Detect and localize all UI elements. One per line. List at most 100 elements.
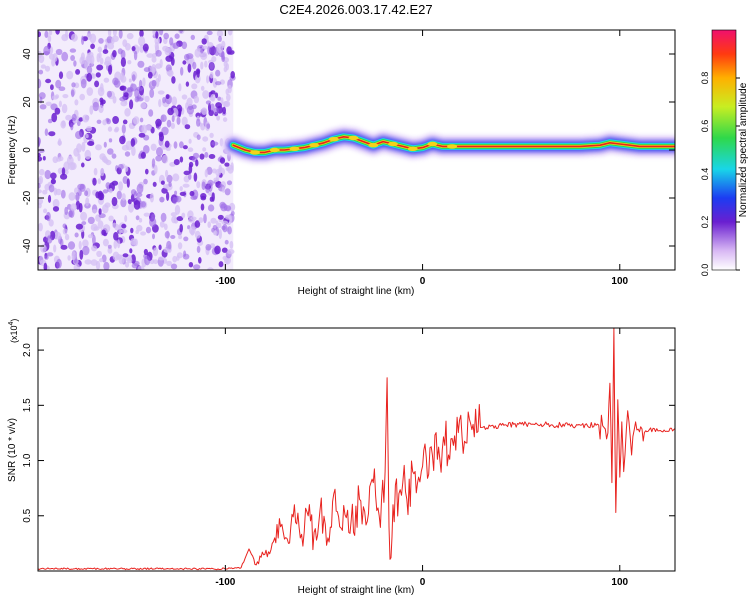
noise-speckle xyxy=(221,51,225,60)
noise-speckle xyxy=(140,102,147,109)
noise-speckle xyxy=(118,163,124,170)
noise-speckle xyxy=(191,83,198,90)
colorbar-label: Normalized spectral amplitude xyxy=(738,82,749,217)
noise-speckle xyxy=(139,117,144,123)
snr-frame xyxy=(37,327,676,572)
spectrogram-panel: -100 0 100 -40 -20 0 20 40 Height of straight … xyxy=(7,29,676,297)
noise-speckle xyxy=(112,251,120,261)
noise-speckle xyxy=(142,43,149,52)
noise-speckle xyxy=(226,180,233,186)
noise-speckle xyxy=(38,148,45,153)
noise-speckle xyxy=(130,193,135,202)
noise-speckle xyxy=(89,105,94,115)
ridge-knot xyxy=(348,135,359,141)
noise-speckle xyxy=(96,119,102,125)
noise-speckle xyxy=(166,260,173,266)
noise-speckle xyxy=(80,211,88,221)
noise-speckle xyxy=(121,223,127,229)
snr-series xyxy=(38,328,675,571)
noise-speckle xyxy=(44,128,49,136)
noise-speckle xyxy=(215,168,222,177)
noise-speckle xyxy=(113,240,118,249)
noise-speckle xyxy=(46,235,53,244)
x-tick-label: 100 xyxy=(611,276,628,287)
noise-speckle xyxy=(131,74,136,82)
noise-speckle xyxy=(207,46,211,55)
noise-speckle xyxy=(130,227,134,234)
noise-speckle xyxy=(98,104,104,114)
noise-speckle xyxy=(89,33,97,44)
noise-speckle xyxy=(38,197,44,205)
noise-speckle xyxy=(182,183,190,188)
noise-speckle xyxy=(85,133,89,139)
noise-speckle xyxy=(159,30,164,36)
noise-speckle xyxy=(149,217,157,228)
spectrogram-x-ticks: -100 0 100 xyxy=(215,30,629,287)
y-tick-label: 0.5 xyxy=(22,508,33,522)
noise-speckle xyxy=(130,238,137,246)
noise-speckle xyxy=(194,220,201,228)
noise-speckle xyxy=(160,180,165,185)
noise-speckle xyxy=(223,100,231,108)
noise-speckle xyxy=(119,135,126,145)
noise-speckle xyxy=(107,126,113,132)
noise-speckle xyxy=(227,30,233,36)
noise-speckle xyxy=(158,99,162,108)
noise-speckle xyxy=(229,240,234,249)
noise-speckle xyxy=(158,256,165,261)
noise-speckle xyxy=(206,75,210,84)
noise-speckle xyxy=(68,162,76,171)
noise-speckle xyxy=(202,90,210,99)
noise-speckle xyxy=(111,180,119,186)
ridge-knot xyxy=(407,146,418,151)
ridge-glow xyxy=(222,125,675,164)
noise-speckle xyxy=(38,156,43,162)
noise-speckle xyxy=(165,94,170,100)
noise-speckle xyxy=(130,189,137,196)
noise-speckle xyxy=(107,30,112,37)
noise-speckle xyxy=(163,248,171,253)
noise-speckle xyxy=(190,195,198,200)
noise-speckle xyxy=(87,234,94,239)
noise-speckle xyxy=(118,30,123,39)
noise-speckle xyxy=(44,255,49,260)
noise-speckle xyxy=(91,209,98,214)
noise-speckle xyxy=(178,83,182,92)
noise-speckle xyxy=(61,34,69,42)
noise-speckle xyxy=(152,181,157,187)
noise-speckle xyxy=(138,218,143,223)
noise-speckle xyxy=(187,147,194,152)
noise-speckle xyxy=(209,45,217,56)
x-tick-label: 0 xyxy=(420,577,426,588)
noise-speckle xyxy=(222,117,228,122)
noise-speckle xyxy=(124,108,131,117)
noise-speckle xyxy=(192,264,201,270)
snr-multiplier: (x104) xyxy=(8,319,19,343)
noise-speckle xyxy=(224,162,230,167)
noise-speckle xyxy=(99,258,104,263)
noise-speckle xyxy=(170,235,176,239)
noise-speckle xyxy=(107,42,115,50)
snr-xlabel: Height of straight line (km) xyxy=(298,585,415,596)
noise-speckle xyxy=(145,124,152,131)
noise-speckle xyxy=(102,204,109,214)
noise-speckle xyxy=(46,211,51,222)
noise-speckle xyxy=(192,61,197,70)
snr-panel: -100 0 100 0.5 1.0 1.5 2.0 (x104) Height of s… xyxy=(7,319,676,596)
noise-speckle xyxy=(173,141,178,149)
noise-speckle xyxy=(182,145,188,150)
noise-speckle xyxy=(61,51,69,62)
noise-speckle xyxy=(51,95,59,100)
noise-speckle xyxy=(172,42,180,49)
colorbar-gradient xyxy=(711,29,737,271)
noise-speckle xyxy=(98,38,104,44)
noise-speckle xyxy=(144,95,150,103)
noise-speckle xyxy=(216,174,220,182)
noise-speckle xyxy=(223,66,228,73)
noise-speckle xyxy=(196,134,201,140)
noise-speckle xyxy=(70,203,77,211)
noise-speckle xyxy=(38,189,42,194)
noise-speckle xyxy=(187,63,192,73)
noise-speckle xyxy=(120,229,128,234)
noise-speckle xyxy=(176,116,181,125)
